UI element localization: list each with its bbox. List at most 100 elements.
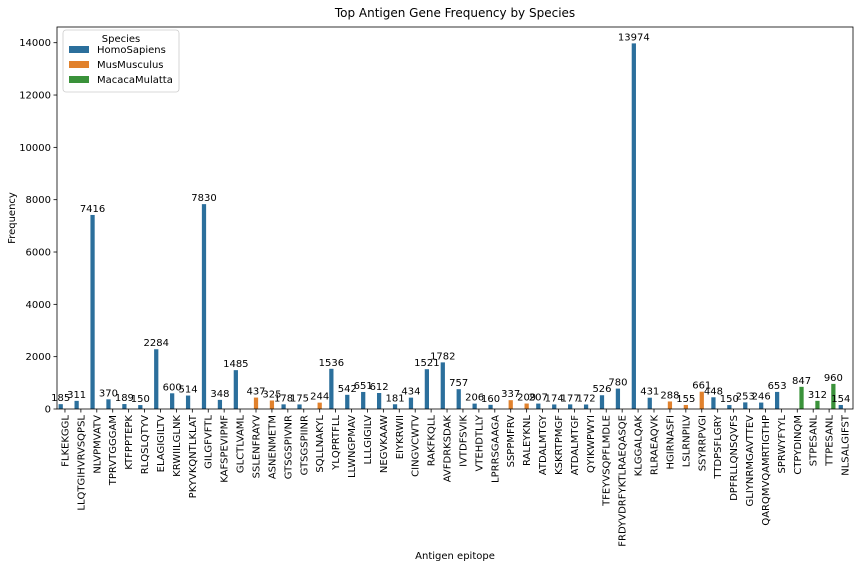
x-tick-label: LLLGIGILV — [363, 415, 374, 465]
value-label: 651 — [354, 381, 373, 392]
value-label: 7416 — [80, 204, 105, 215]
value-label: 448 — [704, 386, 723, 397]
x-tick-label: VTEHDTLLY — [474, 414, 485, 471]
value-label: 311 — [67, 390, 86, 401]
bar-frdyvdrfyktlraeqasqe — [615, 388, 621, 409]
value-label: 172 — [577, 394, 596, 405]
value-label: 207 — [529, 393, 548, 404]
x-tick-label: KSKRTPMGF — [554, 415, 565, 475]
value-label: 181 — [385, 393, 404, 404]
x-tick-label: STPESANL — [809, 415, 820, 467]
bar-atdalmtgf — [568, 404, 573, 409]
bar-elagigiltv — [154, 349, 159, 409]
value-label: 434 — [401, 387, 420, 398]
x-tick-label: ATDALMTGF — [570, 415, 581, 476]
x-tick-label: NEGVKAAW — [379, 415, 390, 473]
value-label: 150 — [720, 394, 739, 405]
x-tick-label: CTPYDINQM — [793, 415, 804, 475]
bar-gtsgspivnr — [281, 404, 286, 409]
value-label: 348 — [210, 389, 229, 400]
bar-kafspevipmf — [217, 399, 223, 409]
bar-vtehdtlly — [472, 403, 477, 409]
bar-gliynrmgavttev — [743, 402, 748, 409]
y-tick-label: 2000 — [26, 352, 51, 363]
x-tick-label: LLWNGPMAV — [347, 415, 358, 478]
x-tick-label: TTPESANL — [825, 415, 836, 467]
legend-label: MacacaMulatta — [97, 75, 173, 86]
bar-raleyknl — [524, 403, 529, 409]
x-tick-label: KTFPPTEPK — [124, 415, 135, 470]
x-tick-label: ELAGIGILTV — [156, 415, 167, 472]
x-tick-label: TPRVTGGGAM — [108, 415, 119, 486]
x-tick-label: KRWIILGLNK — [172, 415, 183, 477]
bar-rlraeaqvk — [647, 397, 652, 409]
value-label: 178 — [274, 393, 293, 404]
x-tick-label: KAFSPEVIPMF — [220, 415, 231, 483]
legend-entries: HomoSapiens MusMusculus MacacaMulatta — [69, 45, 173, 86]
value-label: 160 — [481, 394, 500, 405]
x-tick-label: AVFDRKSDAK — [443, 415, 454, 483]
bar-rakfkqll — [424, 369, 429, 409]
bar-sprwyfyyl — [774, 391, 780, 409]
bar-asnenmetm — [269, 400, 275, 409]
x-tick-label: ATDALMTGY — [538, 414, 549, 475]
value-label: 189 — [115, 393, 134, 404]
bar-klggalqak — [631, 43, 636, 409]
value-label: 661 — [692, 381, 711, 392]
x-tick-label: LPRRSGAAGA — [490, 415, 501, 483]
bar-lslrnpilv — [683, 404, 688, 409]
value-label: 7830 — [191, 193, 216, 204]
legend-swatch — [69, 61, 89, 68]
value-label: 612 — [370, 382, 389, 393]
x-tick-label: TTDPSFLGRY — [713, 414, 724, 480]
x-tick-label: SSPPMFRV — [506, 415, 517, 468]
value-label: 542 — [338, 384, 357, 395]
value-label: 847 — [792, 376, 811, 387]
y-tick-label: 10000 — [19, 143, 51, 154]
x-tick-label: FLKEKGGL — [60, 415, 71, 467]
bar-krwiilglnk — [170, 393, 175, 409]
x-tick-label: PKYVKQNTLKLAT — [188, 414, 199, 498]
bar-pkyvkqntlklat — [185, 395, 191, 409]
x-tick-label: GTSGSPIINR — [299, 415, 310, 475]
value-label: 150 — [131, 394, 150, 405]
x-tick-label: YLQPRTFLL — [331, 415, 342, 471]
value-label: 526 — [592, 384, 611, 395]
bar-nlvpmvatv — [90, 214, 95, 409]
value-label: 600 — [163, 382, 182, 393]
y-tick-label: 4000 — [26, 300, 51, 311]
value-label: 174 — [545, 393, 564, 404]
x-axis-title: Antigen epitope — [415, 551, 495, 562]
value-label: 1485 — [223, 359, 248, 370]
bar-glctlvaml — [233, 370, 238, 409]
x-tick-label: NLSALGIFST — [841, 414, 852, 476]
bar-qyikwpwyi — [583, 404, 589, 409]
x-tick-label: TFEYVSQPFLMDLE — [602, 415, 613, 507]
legend: Species HomoSapiens MusMusculus MacacaMula… — [62, 29, 180, 93]
value-label: 1521 — [414, 358, 439, 369]
x-tick-label: IVTDFSVIK — [458, 415, 469, 467]
bar-lllgigilv — [361, 391, 366, 409]
bar-ssyrrpvgi — [699, 391, 704, 409]
value-labels-layer: 1853117416370189150228460051478303481485… — [51, 32, 850, 405]
bar-atdalmtgy — [536, 403, 541, 409]
bar-hgirnasfi — [667, 401, 673, 409]
x-tick-label: SSYRRPVGI — [697, 415, 708, 471]
x-tick-label: DPFRLLQNSQVFS — [729, 415, 740, 501]
legend-title: Species — [102, 34, 141, 45]
value-label: 155 — [676, 394, 695, 405]
legend-swatch — [69, 46, 89, 53]
value-label: 431 — [640, 387, 659, 398]
value-label: 288 — [660, 390, 679, 401]
bar-rlqslqtyv — [138, 405, 143, 409]
plot-frame — [56, 26, 854, 410]
y-tick-label: 14000 — [19, 38, 51, 49]
legend-label: HomoSapiens — [97, 45, 166, 56]
x-tick-label: QARQMVQAMRTIGTHP — [761, 415, 772, 526]
x-tick-label: LSLRNPILV — [681, 415, 692, 467]
bar-lprrsgaaga — [488, 404, 493, 409]
value-label: 13974 — [618, 32, 650, 43]
bar-stpesanl — [815, 400, 820, 409]
